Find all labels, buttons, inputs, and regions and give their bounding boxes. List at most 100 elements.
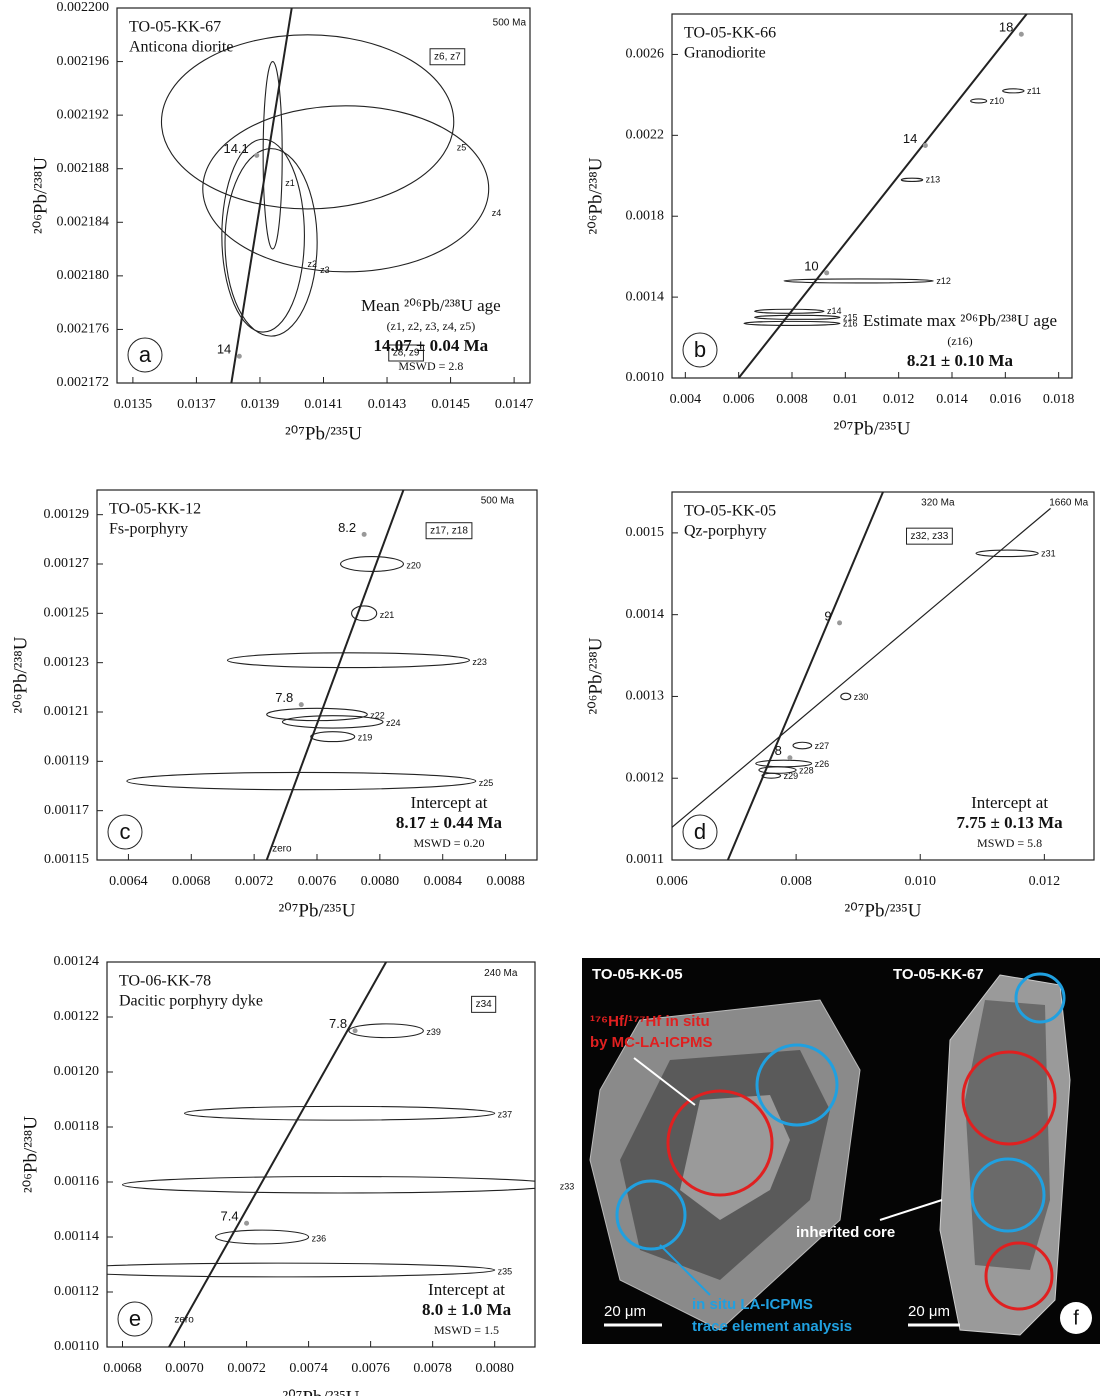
x-tick-label: 0.0141 — [304, 397, 343, 412]
age-mark — [923, 143, 928, 148]
age-mark — [254, 153, 259, 158]
y-tick-label: 0.002200 — [57, 0, 110, 15]
age-label: 7.8 — [275, 690, 293, 705]
sample-label: TO-05-KK-67 — [893, 966, 984, 983]
result-text: MSWD = 2.8 — [398, 359, 463, 373]
concordia-line — [728, 492, 883, 860]
y-tick-label: 0.00116 — [54, 1174, 99, 1189]
ellipse-label: z27 — [815, 741, 830, 751]
x-tick-label: 0.0070 — [165, 1361, 204, 1376]
ellipse-label: z3 — [320, 265, 330, 275]
rock-name: Dacitic porphyry dyke — [119, 993, 263, 1010]
x-axis-label: ²⁰⁷Pb/²³⁵U — [833, 418, 910, 439]
x-tick-label: 0.0088 — [486, 874, 525, 889]
sample-title: TO-05-KK-66 — [684, 25, 776, 42]
y-tick-label: 0.00127 — [44, 556, 90, 571]
y-tick-label: 0.00124 — [54, 954, 100, 969]
y-tick-label: 0.00125 — [44, 606, 90, 621]
error-ellipse — [349, 1024, 423, 1038]
age-label: 14.1 — [223, 141, 248, 156]
error-ellipse — [203, 106, 489, 272]
x-tick-label: 0.0076 — [351, 1361, 390, 1376]
ellipse-label: z19 — [358, 733, 373, 743]
x-tick-label: 0.0074 — [289, 1361, 328, 1376]
ellipse-label: z12 — [936, 276, 951, 286]
rock-name: Granodiorite — [684, 45, 766, 62]
y-tick-label: 0.002196 — [57, 54, 110, 69]
sample-label: TO-05-KK-05 — [592, 966, 683, 983]
image-panel: TO-05-KK-05 TO-05-KK-67 ¹⁷⁶Hf/¹⁷⁷Hf in s… — [582, 958, 1100, 1344]
note: 500 Ma — [481, 496, 515, 507]
ellipse-label: z28 — [799, 765, 814, 775]
ellipse-label: z37 — [498, 1110, 513, 1120]
concordia-line — [169, 962, 386, 1347]
x-tick-label: 0.004 — [670, 392, 702, 407]
y-tick-label: 0.0011 — [626, 852, 664, 867]
sample-title: TO-05-KK-05 — [684, 503, 776, 520]
x-tick-label: 0.010 — [904, 874, 936, 889]
x-axis-label: ²⁰⁷Pb/²³⁵U — [282, 1387, 359, 1396]
age-label: 8.2 — [338, 520, 356, 535]
x-tick-label: 0.0084 — [423, 874, 462, 889]
x-tick-label: 0.0076 — [298, 874, 337, 889]
y-tick-label: 0.0012 — [626, 770, 665, 785]
figure: TO-05-KK-05 TO-05-KK-67 ¹⁷⁶Hf/¹⁷⁷Hf in s… — [0, 0, 1110, 1396]
age-label: 14 — [217, 342, 231, 357]
ellipse-label: z25 — [479, 778, 494, 788]
error-ellipse — [127, 772, 476, 789]
note: 1660 Ma — [1049, 498, 1088, 509]
age-label: 7.8 — [329, 1016, 347, 1031]
note: z17, z18 — [430, 525, 468, 536]
y-tick-label: 0.002180 — [57, 268, 110, 283]
result-text: 8.21 ± 0.10 Ma — [907, 351, 1014, 370]
x-tick-label: 0.012 — [1029, 874, 1061, 889]
x-axis-label: ²⁰⁷Pb/²³⁵U — [285, 423, 362, 444]
error-ellipse — [841, 693, 851, 700]
x-tick-label: 0.0072 — [235, 874, 274, 889]
concordia-panel: 0.0040.0060.0080.010.0120.0140.0160.0180… — [585, 14, 1074, 439]
result-text: Mean ²⁰⁶Pb/²³⁸U age — [361, 296, 501, 315]
y-tick-label: 0.00123 — [44, 655, 90, 670]
error-ellipse — [352, 606, 377, 621]
ellipse-label: z14 — [827, 306, 842, 316]
note: zero — [272, 844, 292, 855]
error-ellipse — [60, 1263, 494, 1277]
error-ellipse — [744, 321, 840, 325]
rock-name: Anticona diorite — [129, 39, 233, 56]
sample-title: TO-06-KK-78 — [119, 973, 211, 990]
y-tick-label: 0.00120 — [54, 1064, 100, 1079]
error-ellipse — [225, 149, 317, 337]
ellipse-label: z39 — [426, 1027, 441, 1037]
y-axis-label: ²⁰⁶Pb/²³⁸U — [20, 1116, 41, 1193]
scale-label: 20 μm — [908, 1303, 950, 1320]
ellipse-label: z35 — [498, 1266, 513, 1276]
x-axis-label: ²⁰⁷Pb/²³⁵U — [844, 900, 921, 921]
ellipse-label: z31 — [1041, 549, 1056, 559]
ellipse-label: z23 — [472, 657, 487, 667]
ellipse-label: z20 — [406, 561, 421, 571]
core-label: inherited core — [796, 1224, 895, 1241]
age-mark — [787, 755, 792, 760]
error-ellipse — [185, 1106, 495, 1120]
age-mark — [362, 532, 367, 537]
y-tick-label: 0.00118 — [54, 1119, 99, 1134]
note: 500 Ma — [493, 18, 527, 29]
error-ellipse — [161, 35, 453, 209]
error-ellipse — [341, 557, 404, 572]
y-tick-label: 0.00112 — [54, 1284, 99, 1299]
y-tick-label: 0.00129 — [44, 507, 90, 522]
y-axis-label: ²⁰⁶Pb/²³⁸U — [585, 157, 606, 234]
note: z34 — [476, 999, 493, 1010]
y-tick-label: 0.0014 — [626, 289, 665, 304]
scale-label: 20 μm — [604, 1303, 646, 1320]
panel-label: d — [694, 819, 706, 844]
age-label: 9 — [824, 608, 831, 623]
y-tick-label: 0.00110 — [54, 1339, 99, 1354]
trace-label: trace element analysis — [692, 1318, 852, 1335]
note: 240 Ma — [484, 968, 518, 979]
result-text: Intercept at — [428, 1280, 505, 1299]
error-ellipse — [793, 742, 812, 749]
concordia-panel: 0.0060.0080.0100.0120.00110.00120.00130.… — [585, 492, 1094, 921]
x-tick-label: 0.0137 — [177, 397, 216, 412]
y-tick-label: 0.00122 — [54, 1009, 100, 1024]
